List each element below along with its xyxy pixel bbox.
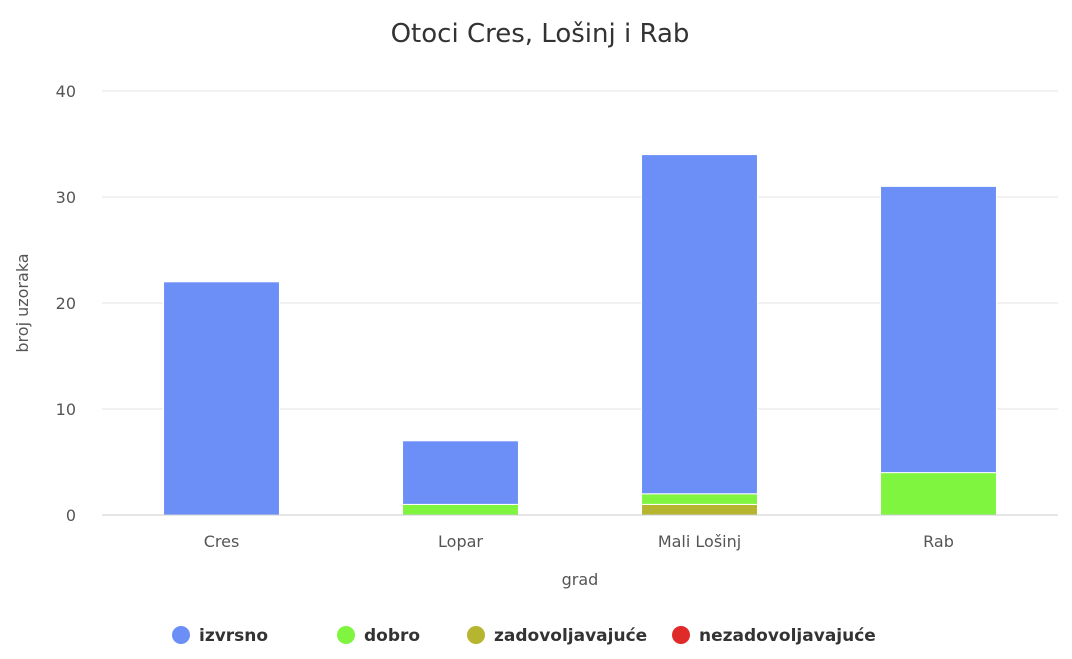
bar-segment[interactable] xyxy=(402,503,519,516)
legend-marker xyxy=(467,626,485,644)
legend-label: dobro xyxy=(364,626,420,646)
legend-item[interactable]: zadovoljavajuće xyxy=(467,626,647,646)
bar-segment[interactable] xyxy=(163,281,280,516)
legend-label: nezadovoljavajuće xyxy=(699,626,876,646)
bar-segment[interactable] xyxy=(641,503,758,516)
bars xyxy=(163,154,997,516)
legend-label: izvrsno xyxy=(199,626,268,646)
bar-segment[interactable] xyxy=(880,472,997,516)
legend-item[interactable]: dobro xyxy=(337,626,420,646)
bar-segment[interactable] xyxy=(641,493,758,505)
legend-label: zadovoljavajuće xyxy=(494,626,647,646)
x-tick-label: Cres xyxy=(204,532,240,551)
legend[interactable]: izvrsno dobro zadovoljavajuće nezadovoljava… xyxy=(172,626,876,646)
legend-marker xyxy=(172,626,190,644)
bar-segment[interactable] xyxy=(641,154,758,495)
legend-marker xyxy=(672,626,690,644)
bar-segment[interactable] xyxy=(880,185,997,474)
x-tick-label: Rab xyxy=(923,532,954,551)
y-tick-label: 20 xyxy=(56,294,76,313)
x-tick-label: Lopar xyxy=(438,532,483,551)
x-axis-ticks: Cres Lopar Mali Lošinj Rab xyxy=(204,532,954,551)
y-axis-title: broj uzoraka xyxy=(13,253,32,352)
y-tick-label: 10 xyxy=(56,400,76,419)
legend-marker xyxy=(337,626,355,644)
y-tick-label: 40 xyxy=(56,82,76,101)
legend-item[interactable]: nezadovoljavajuće xyxy=(672,626,876,646)
bar-segment[interactable] xyxy=(402,440,519,505)
chart-title: Otoci Cres, Lošinj i Rab xyxy=(391,19,690,49)
x-tick-label: Mali Lošinj xyxy=(658,532,741,551)
y-tick-label: 30 xyxy=(56,188,76,207)
y-tick-label: 0 xyxy=(66,506,76,525)
y-axis-ticks: 0 10 20 30 40 xyxy=(56,82,76,525)
x-axis-title: grad xyxy=(562,570,599,589)
legend-item[interactable]: izvrsno xyxy=(172,626,268,646)
